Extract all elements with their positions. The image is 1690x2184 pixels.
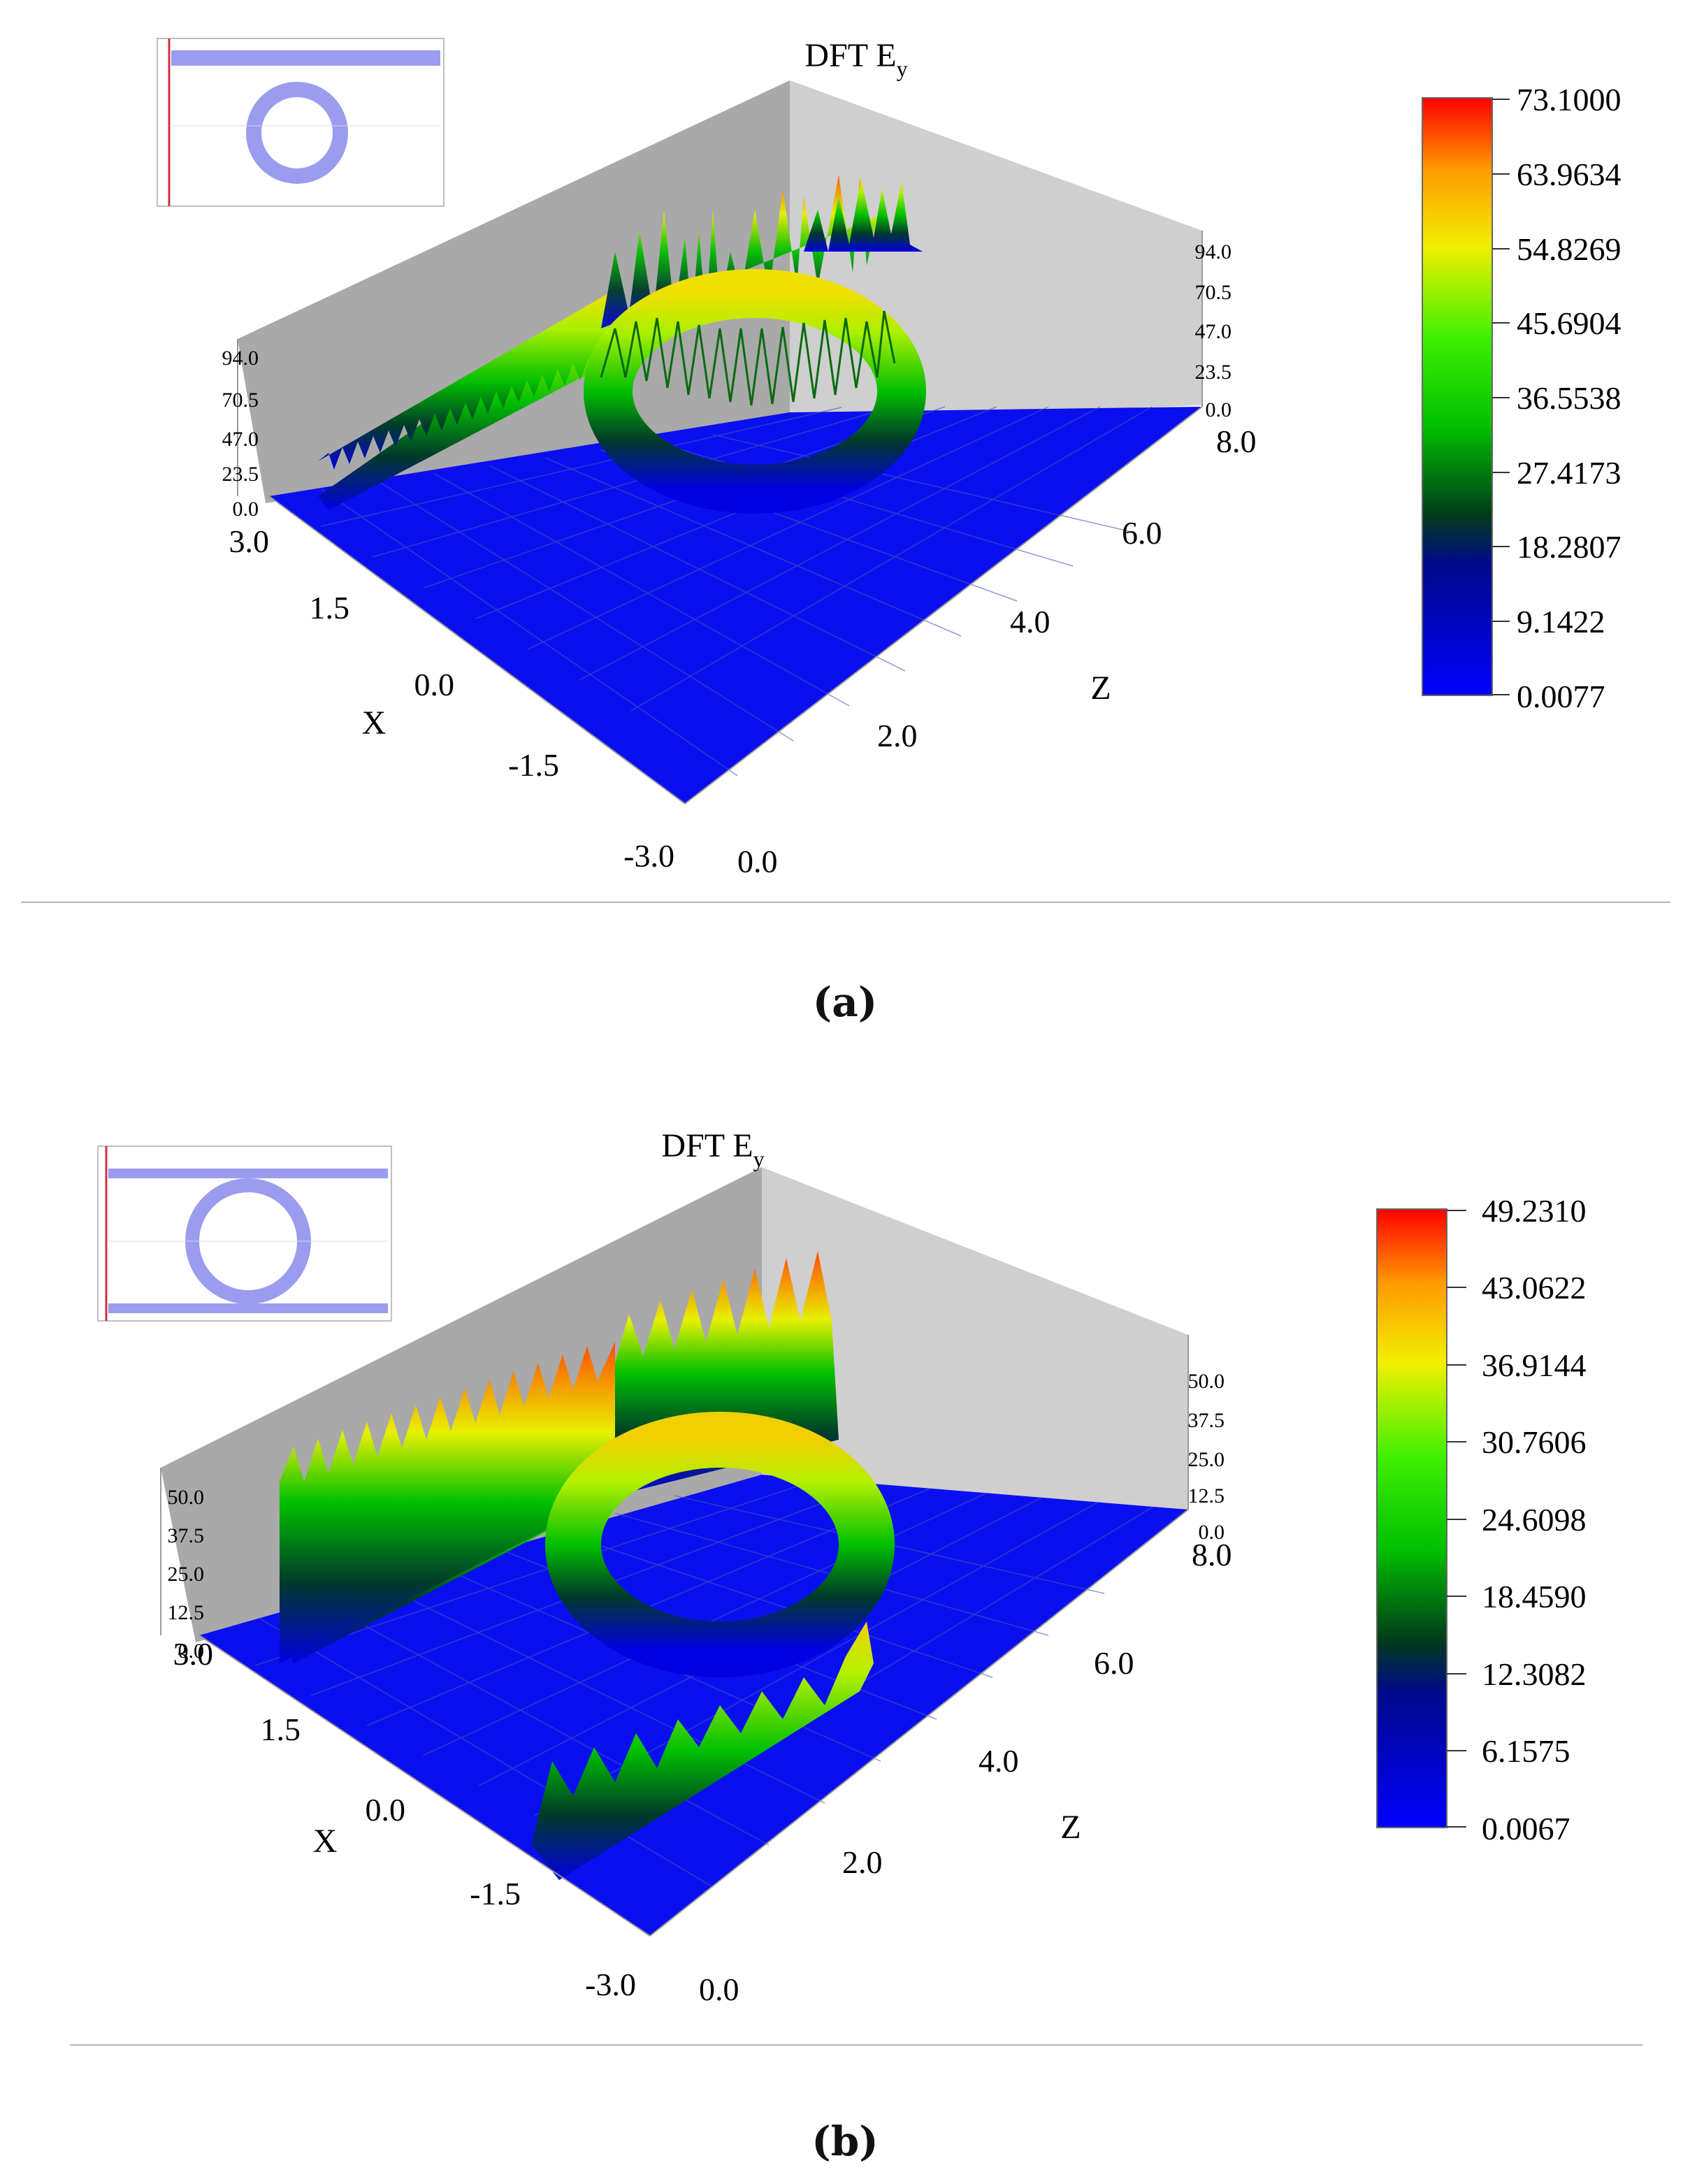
height-tick: 23.5 [1195,361,1232,384]
z-axis-label-a: Z [1090,670,1111,707]
z-tick: 6.0 [1094,1645,1134,1681]
inset-schematic-a [157,38,445,207]
x-axis-label-a: X [362,704,387,742]
inset-schematic-b [97,1145,392,1322]
axis-lines-a [237,231,1203,804]
z-tick: 4.0 [1010,604,1050,639]
x-tick: -1.5 [508,747,559,783]
height-ticks-left-a: 0.0 23.5 47.0 70.5 94.0 [222,347,259,521]
height-tick: 0.0 [178,1640,205,1663]
x-tick: 0.0 [414,667,455,702]
chart-panel-a: DFT Ey 0.0 23.5 47.0 70.5 94.0 0.0 23.5 … [157,37,1622,879]
height-tick: 23.5 [222,463,259,486]
height-tick: 94.0 [222,347,259,370]
height-tick: 50.0 [168,1486,205,1509]
colorbar-tick: 24.6098 [1482,1502,1587,1538]
caption-a: (a) [812,978,878,1026]
colorbar-tick: 18.2807 [1517,529,1622,565]
x-ticks-b: -3.0 -1.5 0.0 1.5 3.0 [173,1636,637,2002]
colorbar-tick: 45.6904 [1517,305,1622,341]
x-tick: 3.0 [173,1636,214,1672]
x-tick: 0.0 [366,1792,406,1828]
z-tick: 2.0 [877,718,918,753]
ring-ridge-a [584,269,926,514]
x-tick: 1.5 [261,1712,301,1747]
divider-b [70,2044,1642,2046]
height-tick: 0.0 [233,498,259,521]
x-axis-label-b: X [313,1823,338,1860]
height-tick: 25.0 [168,1563,205,1586]
colorbar-tick: 27.4173 [1517,455,1622,491]
colorbar-a [1422,97,1493,696]
z-tick: 0.0 [737,844,778,879]
colorbar-tick: 36.9144 [1482,1347,1587,1383]
chart-panel-b: DFT Ey 0.0 12.5 25.0 37.5 50.0 0.0 12.5 … [97,1132,1587,2007]
z-tick: 6.0 [1122,515,1162,551]
back-wall-right [762,1167,1188,1510]
height-tick: 25.0 [1188,1448,1225,1471]
divider-a [21,902,1670,903]
z-tick: 8.0 [1192,1537,1232,1572]
x-tick: 3.0 [229,523,270,559]
colorbar-tick: 12.3082 [1482,1656,1587,1692]
surface-floor [269,407,1202,804]
back-wall-left [238,80,790,503]
colorbar-tick: 9.1422 [1517,604,1605,639]
height-tick: 50.0 [1188,1370,1225,1393]
waveguide-ridge-through-b [531,1621,874,1880]
height-tick: 47.0 [222,428,259,451]
axis-lines-b [160,1335,1189,1937]
ring-ridge-b [545,1412,895,1677]
z-tick: 4.0 [978,1743,1019,1779]
floor-grid [320,406,1153,776]
colorbar-b [1376,1208,1447,1828]
x-ticks-a: -3.0 -1.5 0.0 1.5 3.0 [229,523,675,874]
height-tick: 94.0 [1195,240,1232,263]
z-axis-label-b: Z [1060,1809,1081,1846]
height-tick: 0.0 [1206,398,1232,421]
height-tick: 0.0 [1199,1521,1225,1544]
height-tick: 12.5 [1188,1484,1225,1507]
height-tick: 12.5 [168,1601,205,1624]
colorbar-tick: 6.1575 [1482,1733,1570,1769]
colorbar-tick: 73.1000 [1517,82,1622,117]
colorbar-tick: 0.0077 [1517,679,1605,714]
chart-title-a: DFT Ey [804,37,907,81]
height-ticks-right-b: 0.0 12.5 25.0 37.5 50.0 [1188,1370,1225,1544]
z-tick: 2.0 [842,1844,883,1880]
colorbar-ticks-b: 49.2310 43.0622 36.9144 30.7606 24.6098 … [1482,1193,1587,1846]
colorbar-tick: 36.5538 [1517,380,1622,416]
caption-b: (b) [811,2118,879,2165]
z-tick: 0.0 [699,1972,739,2007]
height-tick: 47.0 [1195,320,1232,343]
height-tick: 37.5 [1188,1409,1225,1432]
drop-port-ridge-a [804,178,923,252]
height-tick: 70.5 [222,389,259,412]
z-ticks-a: 0.0 2.0 4.0 6.0 8.0 [737,424,1257,879]
colorbar-ticks-a: 73.1000 63.9634 54.8269 45.6904 36.5538 … [1517,82,1622,714]
height-tick: 70.5 [1195,281,1232,304]
x-tick: -3.0 [623,838,674,874]
colorbar-tick: 0.0067 [1482,1811,1570,1846]
colorbar-tick: 18.4590 [1482,1579,1587,1614]
chart-title-b: DFT Ey [661,1132,764,1171]
colorbar-tick: 30.7606 [1482,1424,1587,1460]
z-ticks-b: 0.0 2.0 4.0 6.0 8.0 [699,1537,1232,2007]
x-tick: 1.5 [310,590,350,625]
height-ticks-left-b: 0.0 12.5 25.0 37.5 50.0 [168,1486,205,1663]
colorbar-tick: 63.9634 [1517,157,1622,192]
z-tick: 8.0 [1216,424,1257,459]
x-tick: -3.0 [585,1967,636,2002]
height-ticks-right-a: 0.0 23.5 47.0 70.5 94.0 [1195,240,1232,421]
colorbar-tick: 43.0622 [1482,1270,1587,1306]
colorbar-tick: 49.2310 [1482,1193,1587,1229]
waveguide-ridge-input-b [280,1342,615,1663]
height-tick: 37.5 [168,1524,205,1547]
colorbar-tick: 54.8269 [1517,231,1622,267]
x-tick: -1.5 [470,1876,521,1911]
